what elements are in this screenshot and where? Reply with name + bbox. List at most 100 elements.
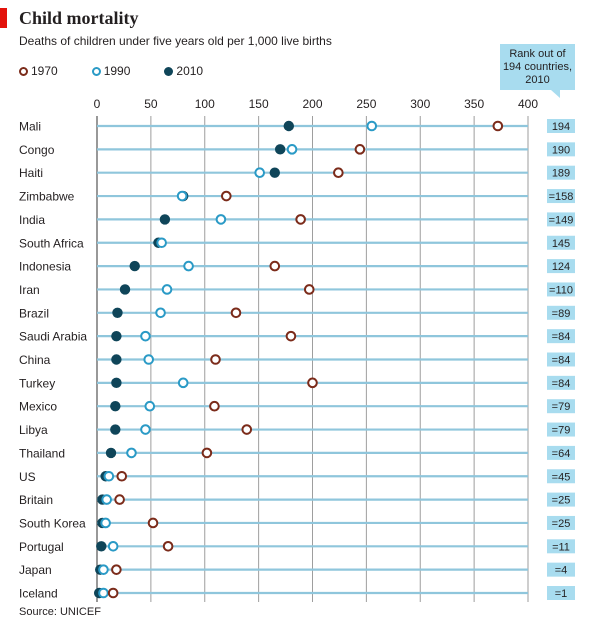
country-label-congo: Congo [19, 143, 55, 157]
rank-label-south-africa: 145 [552, 238, 570, 250]
dot-1970-brazil [230, 307, 242, 319]
country-label-turkey: Turkey [19, 376, 55, 390]
rank-box-indonesia [547, 259, 575, 274]
country-label-portugal: Portugal [19, 540, 64, 554]
dot-1990-south-korea [100, 517, 111, 529]
rank-label-brazil: =89 [552, 308, 571, 320]
dot-2010-mali [283, 120, 294, 132]
rank-box-brazil [547, 305, 575, 320]
country-label-japan: Japan [19, 563, 52, 577]
country-label-thailand: Thailand [19, 446, 65, 460]
x-tick-label-300: 300 [410, 97, 430, 111]
legend-marker-2010 [164, 66, 174, 76]
legend-marker-1970 [19, 66, 28, 76]
legend-item-1990: 1990 [91, 64, 131, 78]
dot-1990-libya [140, 424, 151, 435]
dot-1970-iceland [107, 587, 119, 599]
x-tick-label-100: 100 [195, 97, 215, 111]
dot-1970-china [210, 354, 221, 365]
dot-1990-indonesia [183, 260, 194, 272]
rank-label-britain: =25 [552, 495, 571, 507]
rank-label-iceland: =1 [555, 588, 568, 600]
rank-box-us [547, 469, 575, 484]
dot-1970-indonesia [269, 260, 281, 272]
dot-1970-japan [111, 564, 122, 575]
dot-1990-saudi-arabia [140, 330, 151, 342]
dot-1990-india [215, 214, 227, 225]
dot-1970-india [295, 214, 306, 225]
rank-label-congo: 190 [552, 144, 570, 156]
country-label-zimbabwe: Zimbabwe [19, 190, 75, 204]
country-label-mali: Mali [19, 120, 41, 134]
country-label-south-africa: South Africa [19, 236, 84, 250]
x-tick-label-200: 200 [302, 97, 322, 111]
rank-box-saudi-arabia [547, 329, 575, 344]
rank-box-china [547, 352, 575, 367]
dot-2010-mexico [110, 401, 121, 412]
dot-1990-turkey [177, 377, 189, 389]
country-label-iceland: Iceland [19, 587, 58, 601]
dot-1990-congo [286, 144, 298, 155]
dot-1970-thailand [201, 447, 213, 459]
dot-1990-zimbabwe [176, 190, 188, 202]
country-label-libya: Libya [19, 423, 48, 437]
dot-1990-brazil [155, 307, 166, 319]
country-label-indonesia: Indonesia [19, 260, 71, 274]
rank-label-japan: =4 [555, 565, 568, 577]
legend-label-2010: 2010 [176, 64, 204, 78]
rank-label-us: =45 [552, 471, 571, 483]
dot-2010-haiti [269, 167, 280, 178]
rank-box-iran [547, 282, 575, 297]
rank-label-libya: =79 [552, 425, 571, 437]
country-label-brazil: Brazil [19, 306, 49, 320]
dot-1970-iran [303, 284, 315, 295]
legend: 1970 1990 2010 [19, 64, 237, 78]
dot-1970-portugal [162, 541, 174, 552]
dot-2010-thailand [105, 447, 117, 459]
source-note: Source: UNICEF [19, 606, 101, 618]
x-tick-label-0: 0 [94, 97, 101, 111]
dot-2010-iran [119, 284, 131, 295]
legend-label-1990: 1990 [103, 64, 131, 78]
dot-2010-indonesia [129, 260, 140, 272]
rank-label-iran: =110 [549, 284, 573, 296]
dot-2010-portugal [96, 541, 107, 552]
dot-1990-mali [366, 120, 378, 132]
dot-1990-haiti [254, 167, 266, 178]
x-tick-label-150: 150 [249, 97, 269, 111]
x-tick-label-350: 350 [464, 97, 484, 111]
dot-1970-saudi-arabia [285, 330, 297, 342]
rank-label-india: =149 [549, 214, 574, 226]
rank-label-thailand: =64 [552, 448, 571, 460]
legend-marker-1990 [91, 66, 101, 76]
dot-1970-turkey [307, 377, 318, 389]
country-label-south-korea: South Korea [19, 516, 86, 530]
dot-1970-libya [241, 424, 253, 435]
dot-1990-mexico [144, 400, 156, 412]
rank-label-mali: 194 [552, 121, 570, 133]
rank-box-japan [547, 562, 575, 577]
dot-1990-japan [98, 564, 109, 575]
chart-subtitle: Deaths of children under five years old … [19, 34, 332, 48]
chart-title: Child mortality [19, 8, 139, 28]
rank-box-thailand [547, 445, 575, 460]
dot-2010-libya [110, 424, 121, 435]
country-label-britain: Britain [19, 493, 53, 507]
rank-header-box: Rank out of 194 countries, 2010 [500, 44, 575, 90]
dot-2010-brazil [112, 307, 123, 318]
rank-box-libya [547, 422, 575, 437]
rank-label-south-korea: =25 [552, 518, 571, 530]
dot-1990-iran [161, 284, 173, 295]
legend-item-1970: 1970 [19, 64, 58, 78]
rank-label-portugal: =11 [552, 541, 570, 553]
dot-1970-britain [114, 494, 125, 505]
dot-1970-us [116, 470, 128, 482]
dot-2010-turkey [111, 377, 122, 389]
legend-label-1970: 1970 [31, 64, 58, 78]
rank-label-indonesia: 124 [552, 261, 570, 273]
dot-1970-south-korea [147, 517, 159, 529]
dot-2010-india [159, 214, 171, 225]
rank-box-mali [547, 119, 575, 133]
rank-box-zimbabwe [547, 189, 575, 204]
x-tick-label-400: 400 [518, 97, 538, 111]
